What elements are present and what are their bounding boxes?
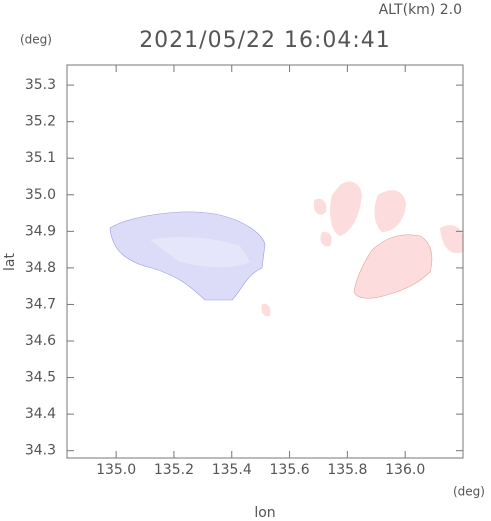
echo-region	[330, 181, 362, 236]
plot-frame	[66, 64, 464, 459]
y-tick-label: 35.1	[25, 150, 56, 166]
y-tick-label: 35.3	[25, 77, 56, 93]
echo-regions	[109, 181, 463, 317]
y-tick-label: 34.9	[25, 223, 56, 239]
echo-region	[353, 234, 433, 299]
chart-title: 2021/05/22 16:04:41	[139, 28, 391, 53]
echo-region	[150, 237, 250, 268]
echo-region	[440, 225, 463, 254]
y-unit: (deg)	[20, 33, 52, 47]
y-tick-label: 35.2	[25, 114, 56, 130]
echo-region	[313, 198, 327, 215]
x-tick-label: 135.4	[212, 462, 252, 478]
y-tick-label: 34.6	[25, 333, 56, 349]
y-axis-label: lat	[2, 253, 18, 271]
y-tick-label: 35.0	[25, 187, 56, 203]
y-tick-label: 34.7	[25, 296, 56, 312]
x-unit: (deg)	[453, 485, 485, 499]
x-tick-label: 135.6	[270, 462, 310, 478]
x-tick-label: 135.2	[154, 462, 194, 478]
y-tick-label: 34.5	[25, 370, 56, 386]
y-tick-label: 34.4	[25, 406, 56, 422]
x-tick-label: 135.8	[327, 462, 367, 478]
y-tick-label: 34.3	[25, 443, 56, 459]
x-tick-label: 136.0	[385, 462, 425, 478]
echo-region	[320, 231, 332, 247]
echo-region	[261, 303, 271, 317]
y-tick-label: 34.8	[25, 260, 56, 276]
x-axis-label: lon	[254, 505, 275, 521]
altitude: ALT(km) 2.0	[379, 2, 462, 18]
x-tick-label: 135.0	[96, 462, 136, 478]
echo-region	[374, 190, 406, 232]
